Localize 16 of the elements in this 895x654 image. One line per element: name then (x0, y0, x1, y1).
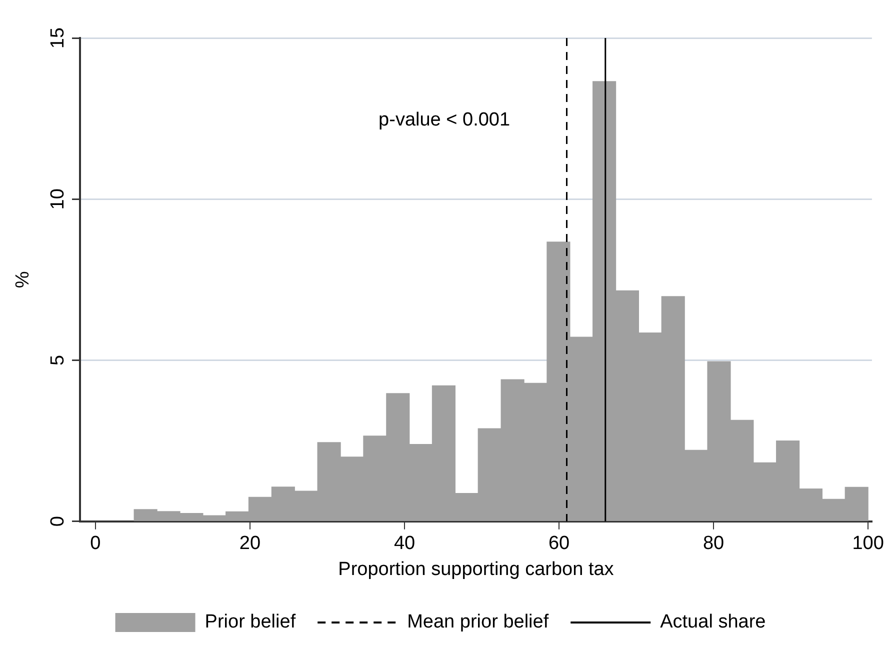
legend-label: Mean prior belief (407, 612, 550, 633)
x-axis-title: Proportion supporting carbon tax (338, 558, 614, 580)
x-tick-label: 0 (90, 533, 101, 554)
annotation: p-value < 0.001 (378, 109, 510, 130)
y-axis-title: % (12, 271, 34, 288)
x-tick-label: 100 (852, 533, 884, 554)
y-tick-label: 15 (48, 27, 69, 49)
x-tick-label: 60 (548, 533, 570, 554)
x-tick-label: 20 (239, 533, 261, 554)
legend-label: Prior belief (204, 612, 296, 633)
y-tick-label: 10 (48, 188, 69, 210)
x-tick-label: 40 (394, 533, 416, 554)
y-tick-label: 5 (48, 354, 69, 366)
y-tick-label: 0 (48, 516, 69, 527)
x-tick-label: 80 (702, 533, 724, 554)
legend-label: Actual share (660, 612, 766, 633)
